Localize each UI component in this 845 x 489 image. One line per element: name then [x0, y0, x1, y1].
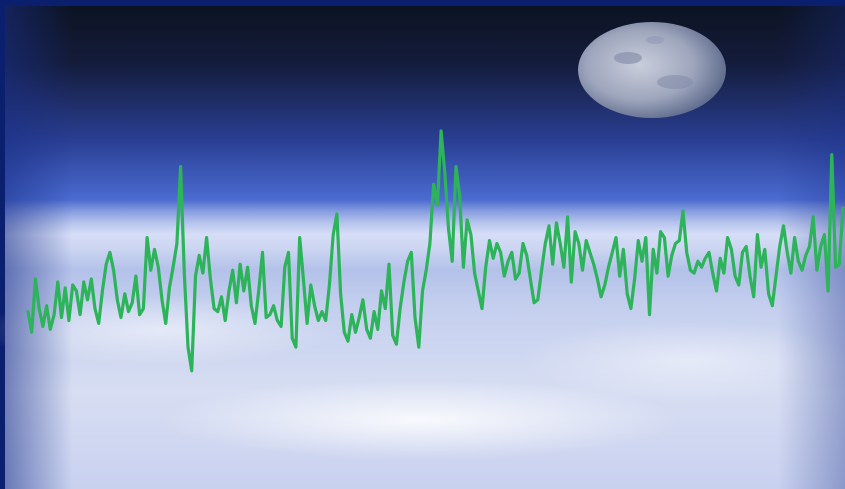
moon	[578, 22, 726, 118]
moon-disc	[578, 22, 726, 118]
moon-crater	[646, 36, 664, 44]
series-line	[26, 129, 845, 373]
moon-crater	[614, 52, 642, 64]
plot-area	[26, 129, 845, 373]
moon-crater	[657, 75, 693, 89]
